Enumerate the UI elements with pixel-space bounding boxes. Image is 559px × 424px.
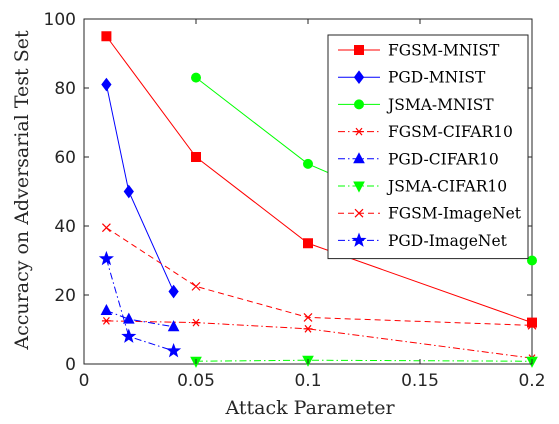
legend-label: FGSM-MNIST (388, 42, 500, 60)
legend-marker (354, 99, 364, 110)
legend-item: JSMA-CIFAR10 (338, 178, 507, 196)
legend-label: JSMA-CIFAR10 (386, 178, 507, 196)
data-point (101, 223, 111, 233)
series-jsma-cifar10 (190, 355, 538, 368)
legend-item: FGSM-ImageNet (338, 205, 522, 223)
data-point (303, 158, 313, 169)
data-point (121, 328, 137, 343)
series-fgsm-cifar10 (101, 316, 537, 363)
legend-item: FGSM-CIFAR10 (338, 123, 513, 141)
series-pgd-imagenet (98, 250, 182, 358)
y-tick-label: 20 (54, 286, 76, 306)
legend-item: JSMA-MNIST (338, 96, 494, 114)
data-point (303, 324, 313, 333)
data-point (191, 318, 201, 327)
data-point (123, 184, 134, 199)
legend-marker (351, 232, 367, 247)
y-tick-label: 60 (54, 148, 76, 168)
legend-marker (353, 181, 365, 193)
data-point (191, 152, 201, 162)
data-point (168, 284, 179, 299)
series-pgd-cifar10 (100, 303, 180, 332)
legend-item: PGD-CIFAR10 (338, 150, 499, 168)
series-fgsm-imagenet (101, 223, 537, 330)
data-point (303, 313, 313, 322)
data-point (101, 31, 112, 42)
legend-marker (353, 152, 365, 164)
data-point (303, 238, 313, 249)
legend-marker (354, 45, 364, 55)
legend-marker (354, 127, 364, 136)
legend-label: PGD-CIFAR10 (388, 150, 499, 168)
x-axis-label: Attack Parameter (224, 397, 395, 419)
legend-label: FGSM-CIFAR10 (388, 123, 513, 141)
series-line (106, 227, 533, 326)
data-point (122, 312, 135, 324)
legend-item: PGD-MNIST (338, 69, 486, 87)
y-tick-label: 0 (65, 355, 76, 375)
series-fgsm-mnist (101, 31, 537, 328)
data-point (101, 316, 111, 325)
legend-label: PGD-MNIST (388, 69, 486, 87)
y-tick-label: 40 (54, 217, 76, 237)
y-axis-ticks: 0 20 40 60 80 100 (44, 10, 532, 375)
x-tick-label: 0 (79, 371, 90, 391)
legend-label: JSMA-MNIST (386, 96, 494, 114)
data-point (527, 320, 537, 330)
x-tick-label: 0.2 (518, 371, 545, 391)
series-line (105, 258, 174, 352)
data-point (166, 342, 182, 358)
x-axis-ticks: 0 0.05 0.1 0.15 0.2 (79, 19, 546, 391)
data-point (527, 255, 537, 266)
data-point (527, 317, 537, 328)
legend: FGSM-MNIST PGD-MNIST JSMA-MNIST FGSM-CIFAR1… (327, 34, 529, 260)
legend-marker (354, 208, 364, 218)
y-axis-label: Accuracy on Adversarial Test Set (11, 30, 33, 351)
series-pgd-mnist (101, 77, 179, 299)
legend-marker (353, 70, 365, 85)
y-tick-label: 80 (54, 79, 76, 99)
series-line (105, 35, 533, 324)
y-tick-label: 100 (44, 10, 76, 30)
legend-box (327, 34, 529, 260)
x-tick-label: 0.05 (177, 371, 215, 391)
data-point (191, 72, 201, 83)
data-point (100, 303, 113, 316)
data-point (101, 77, 112, 92)
x-tick-label: 0.1 (294, 371, 321, 391)
data-point (191, 281, 201, 291)
series-line (195, 359, 533, 362)
legend-item: FGSM-MNIST (338, 42, 500, 60)
data-point (167, 320, 180, 332)
x-tick-label: 0.15 (401, 371, 439, 391)
legend-label: PGD-ImageNet (388, 232, 508, 250)
series-line (106, 320, 533, 359)
series-line (106, 310, 174, 328)
series-line (105, 84, 175, 292)
legend-label: FGSM-ImageNet (388, 205, 522, 223)
data-point (98, 250, 114, 266)
legend-item: PGD-ImageNet (338, 232, 508, 250)
